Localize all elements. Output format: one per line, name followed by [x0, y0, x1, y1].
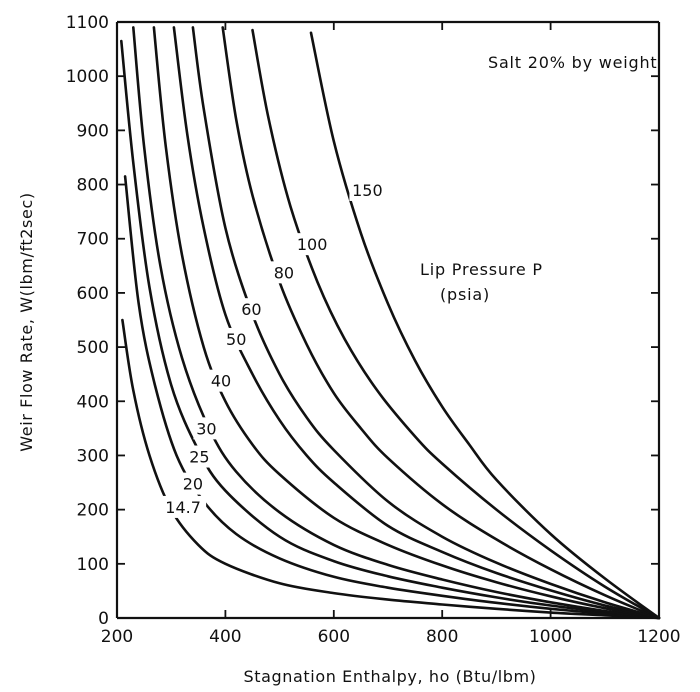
curve-label-14.7: 14.7 [165, 498, 201, 517]
curve-label-60: 60 [241, 300, 261, 319]
x-tick-label-200: 200 [101, 627, 133, 647]
curves [120, 26, 661, 620]
x-tick-label-1000: 1000 [529, 627, 572, 647]
curve-label-40: 40 [211, 372, 231, 391]
curve-60 [191, 26, 661, 620]
curve-14.7 [121, 318, 661, 620]
curve-40 [152, 26, 661, 620]
curve-label-25: 25 [189, 448, 209, 467]
x-tick-label-800: 800 [426, 627, 458, 647]
y-tick-label-500: 500 [77, 338, 109, 358]
y-tick-label-100: 100 [77, 555, 109, 575]
curve-80 [221, 26, 661, 620]
curve-label-bg-100 [294, 233, 331, 256]
curve-label-20: 20 [183, 475, 203, 494]
y-tick-label-600: 600 [77, 284, 109, 304]
curve-label-100: 100 [297, 235, 328, 254]
curve-label-bg-25 [186, 445, 213, 468]
curve-label-bg-40 [208, 369, 235, 392]
y-tick-label-700: 700 [77, 230, 109, 250]
y-tick-label-1100: 1100 [66, 13, 109, 33]
curve-label-bg-80 [270, 261, 297, 284]
y-tick-label-200: 200 [77, 501, 109, 521]
curve-label-bg-20 [179, 472, 206, 495]
x-tick-label-400: 400 [209, 627, 241, 647]
curve-label-150: 150 [352, 181, 383, 200]
curve-label-30: 30 [196, 419, 216, 438]
curve-25 [120, 39, 661, 620]
plot-frame [115, 20, 661, 620]
x-tick-label-1200: 1200 [637, 627, 680, 647]
curve-label-80: 80 [274, 263, 294, 282]
curve-label-bg-14.7 [160, 495, 207, 518]
curve-label-50: 50 [226, 330, 246, 349]
y-tick-label-900: 900 [77, 121, 109, 141]
legend-title-line2: (psia) [440, 285, 490, 304]
curve-label-bg-50 [223, 327, 250, 350]
curve-label-bg-30 [193, 417, 220, 440]
x-tick-label-600: 600 [318, 627, 350, 647]
curve-label-bg-60 [238, 298, 265, 321]
curve-50 [172, 26, 661, 620]
legend-title-line1: Lip Pressure P [420, 260, 543, 279]
x-axis-title: Stagnation Enthalpy, ho (Btu/lbm) [243, 667, 536, 686]
y-tick-label-300: 300 [77, 446, 109, 466]
salt-annotation: Salt 20% by weight [488, 53, 657, 72]
curve-100 [251, 28, 661, 620]
curve-30 [132, 26, 661, 620]
y-tick-label-1000: 1000 [66, 67, 109, 87]
y-tick-label-800: 800 [77, 176, 109, 196]
y-axis-title: Weir Flow Rate, W(lbm/ft2sec) [17, 192, 36, 451]
curve-label-bg-150 [349, 178, 386, 201]
y-axis-ticks: 0 100 200 300 400 500 600 700 800 900 1000 1100 [66, 13, 659, 629]
curve-20 [123, 175, 661, 620]
y-tick-label-400: 400 [77, 392, 109, 412]
curve-150 [309, 31, 661, 620]
x-axis-ticks: 200 400 600 800 1000 1200 [101, 22, 681, 647]
y-tick-label-0: 0 [98, 609, 109, 629]
